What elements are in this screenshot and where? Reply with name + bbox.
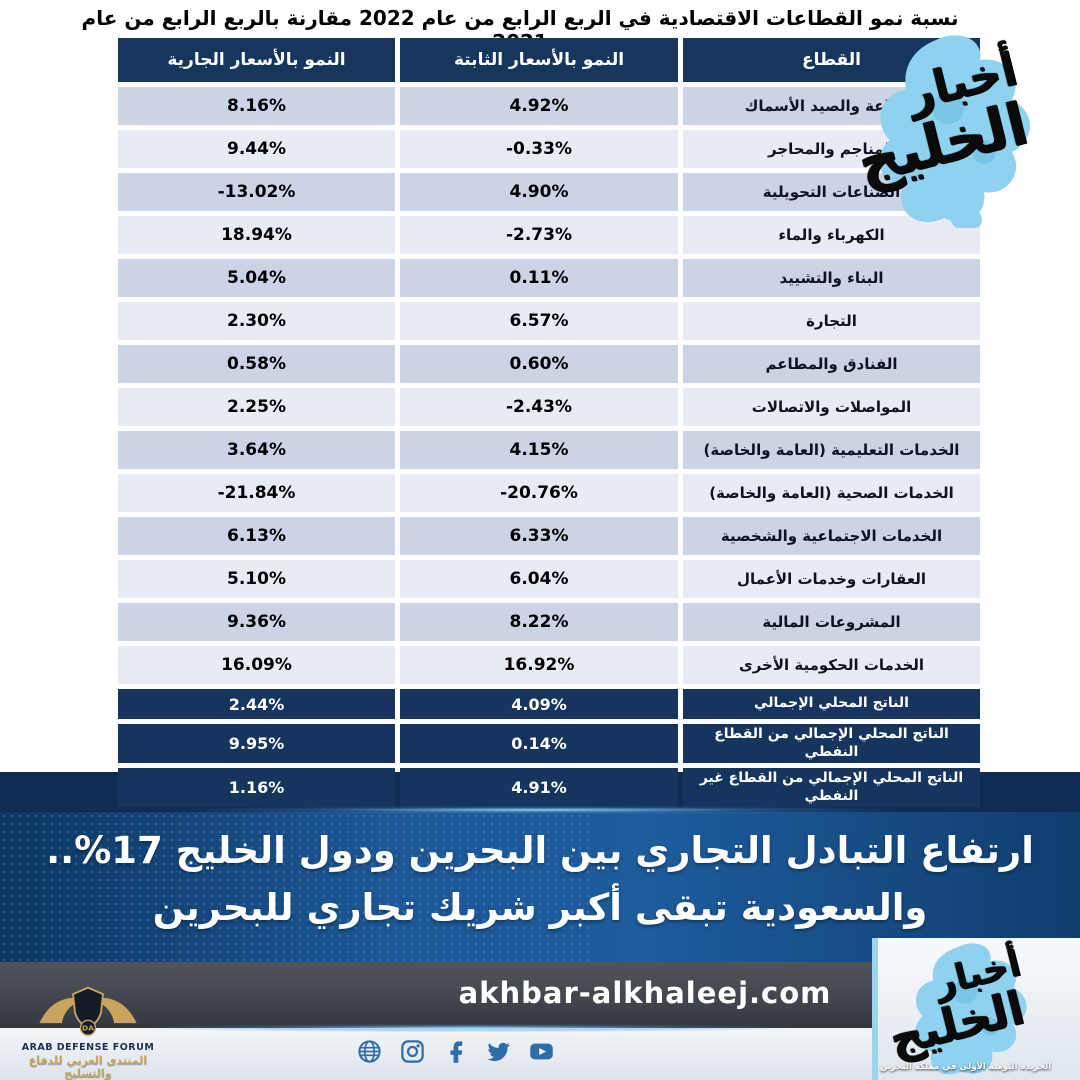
headline-line1: ارتفاع التبادل التجاري بين البحرين ودول … <box>46 829 1034 872</box>
website-url[interactable]: akhbar-alkhaleej.com <box>458 976 832 1010</box>
facebook-icon[interactable] <box>442 1038 469 1065</box>
table-row: البناء والتشييد 0.11% 5.04% <box>118 259 980 297</box>
sector-name: الكهرباء والماء <box>683 216 980 254</box>
adf-monogram: DA <box>82 1024 94 1033</box>
fixed-prices-value: 0.11% <box>400 259 678 297</box>
adf-name-en: ARAB DEFENSE FORUM <box>21 1042 155 1053</box>
table-row: الخدمات الاجتماعية والشخصية 6.33% 6.13% <box>118 517 980 555</box>
sector-name: الفنادق والمطاعم <box>683 345 980 383</box>
table-row: الخدمات الصحية (العامة والخاصة) -20.76% … <box>118 474 980 512</box>
header-fixed-prices: النمو بالأسعار الثابتة <box>400 38 678 82</box>
headline-banner: ارتفاع التبادل التجاري بين البحرين ودول … <box>0 812 1080 962</box>
sector-name: البناء والتشييد <box>683 259 980 297</box>
current-prices-value: 2.44% <box>118 689 395 719</box>
current-prices-value: 16.09% <box>118 646 395 684</box>
table-row: الناتج المحلي الإجمالي من القطاع غير الن… <box>118 768 980 807</box>
fixed-prices-value: 6.33% <box>400 517 678 555</box>
logo-edge-strip <box>872 938 878 1080</box>
current-prices-value: -13.02% <box>118 173 395 211</box>
current-prices-value: 1.16% <box>118 768 395 807</box>
arab-defense-forum-logo: DA ARAB DEFENSE FORUM المنتدى العربي للد… <box>8 982 168 1080</box>
akhbar-alkhaleej-logo-top: أخبار الخليج <box>848 28 1080 228</box>
current-prices-value: -21.84% <box>118 474 395 512</box>
fixed-prices-value: 8.22% <box>400 603 678 641</box>
table-row: الزراعة والصيد الأسماك 4.92% 8.16% <box>118 87 980 125</box>
current-prices-value: 2.25% <box>118 388 395 426</box>
current-prices-value: 0.58% <box>118 345 395 383</box>
glow-divider-bottom <box>150 1024 790 1032</box>
current-prices-value: 5.04% <box>118 259 395 297</box>
bahrain-map-icon <box>879 35 1030 228</box>
twitter-icon[interactable] <box>485 1038 512 1065</box>
glow-divider-top <box>190 806 890 814</box>
sector-name: الناتج المحلي الإجمالي من القطاع غير الن… <box>683 768 980 807</box>
sector-name: العقارات وخدمات الأعمال <box>683 560 980 598</box>
adf-name-ar: المنتدى العربي للدفاع والتسليح <box>28 1054 148 1080</box>
fixed-prices-value: 0.14% <box>400 724 678 763</box>
table-row: المواصلات والاتصالات -2.43% 2.25% <box>118 388 980 426</box>
current-prices-value: 9.44% <box>118 130 395 168</box>
fixed-prices-value: 4.92% <box>400 87 678 125</box>
instagram-icon[interactable] <box>399 1038 426 1065</box>
fixed-prices-value: -0.33% <box>400 130 678 168</box>
sectors-growth-table: القطاع النمو بالأسعار الثابتة النمو بالأ… <box>118 38 980 812</box>
header-current-prices: النمو بالأسعار الجارية <box>118 38 395 82</box>
sector-name: الخدمات التعليمية (العامة والخاصة) <box>683 431 980 469</box>
table-row: الفنادق والمطاعم 0.60% 0.58% <box>118 345 980 383</box>
sector-name: الخدمات الحكومية الأخرى <box>683 646 980 684</box>
social-icons-row <box>330 1038 580 1065</box>
fixed-prices-value: 4.09% <box>400 689 678 719</box>
sector-name: الناتج المحلي الإجمالي من القطاع النفطي <box>683 724 980 763</box>
sector-name: المشروعات المالية <box>683 603 980 641</box>
website-band <box>0 962 880 1028</box>
table-row: الناتج المحلي الإجمالي 4.09% 2.44% <box>118 689 980 719</box>
table-row: المشروعات المالية 8.22% 9.36% <box>118 603 980 641</box>
headline-text: ارتفاع التبادل التجاري بين البحرين ودول … <box>0 812 1080 936</box>
halftone-pattern <box>0 812 594 962</box>
globe-icon[interactable] <box>356 1038 383 1065</box>
table-row: الخدمات التعليمية (العامة والخاصة) 4.15%… <box>118 431 980 469</box>
sector-name: الخدمات الاجتماعية والشخصية <box>683 517 980 555</box>
current-prices-value: 5.10% <box>118 560 395 598</box>
logo-tagline: الجريدة اليومية الأولى في مملكة البحرين <box>880 1062 1052 1072</box>
fixed-prices-value: 6.04% <box>400 560 678 598</box>
table-row: الخدمات الحكومية الأخرى 16.92% 16.09% <box>118 646 980 684</box>
current-prices-value: 8.16% <box>118 87 395 125</box>
table-body: الزراعة والصيد الأسماك 4.92% 8.16% المنا… <box>118 87 980 807</box>
fixed-prices-value: -2.73% <box>400 216 678 254</box>
fixed-prices-value: -20.76% <box>400 474 678 512</box>
akhbar-alkhaleej-logo-bottom: أخبار الخليج الجريدة اليومية الأولى في م… <box>872 938 1080 1080</box>
fixed-prices-value: 4.90% <box>400 173 678 211</box>
current-prices-value: 6.13% <box>118 517 395 555</box>
table-row: الناتج المحلي الإجمالي من القطاع النفطي … <box>118 724 980 763</box>
current-prices-value: 3.64% <box>118 431 395 469</box>
current-prices-value: 2.30% <box>118 302 395 340</box>
fixed-prices-value: 4.91% <box>400 768 678 807</box>
sector-name: التجارة <box>683 302 980 340</box>
fixed-prices-value: 4.15% <box>400 431 678 469</box>
current-prices-value: 18.94% <box>118 216 395 254</box>
youtube-icon[interactable] <box>528 1038 555 1065</box>
sector-name: الخدمات الصحية (العامة والخاصة) <box>683 474 980 512</box>
fixed-prices-value: 0.60% <box>400 345 678 383</box>
table-row: العقارات وخدمات الأعمال 6.04% 5.10% <box>118 560 980 598</box>
fixed-prices-value: -2.43% <box>400 388 678 426</box>
headline-line2: والسعودية تبقى أكبر شريك تجاري للبحرين <box>152 886 928 929</box>
page-title: نسبة نمو القطاعات الاقتصادية في الربع ال… <box>81 6 959 54</box>
table-row: الكهرباء والماء -2.73% 18.94% <box>118 216 980 254</box>
fixed-prices-value: 6.57% <box>400 302 678 340</box>
adf-shield-icon: DA <box>39 986 137 1036</box>
fixed-prices-value: 16.92% <box>400 646 678 684</box>
table-row: التجارة 6.57% 2.30% <box>118 302 980 340</box>
bahrain-map-icon <box>915 943 1027 1075</box>
sector-name: الناتج المحلي الإجمالي <box>683 689 980 719</box>
current-prices-value: 9.36% <box>118 603 395 641</box>
sector-name: المواصلات والاتصالات <box>683 388 980 426</box>
current-prices-value: 9.95% <box>118 724 395 763</box>
